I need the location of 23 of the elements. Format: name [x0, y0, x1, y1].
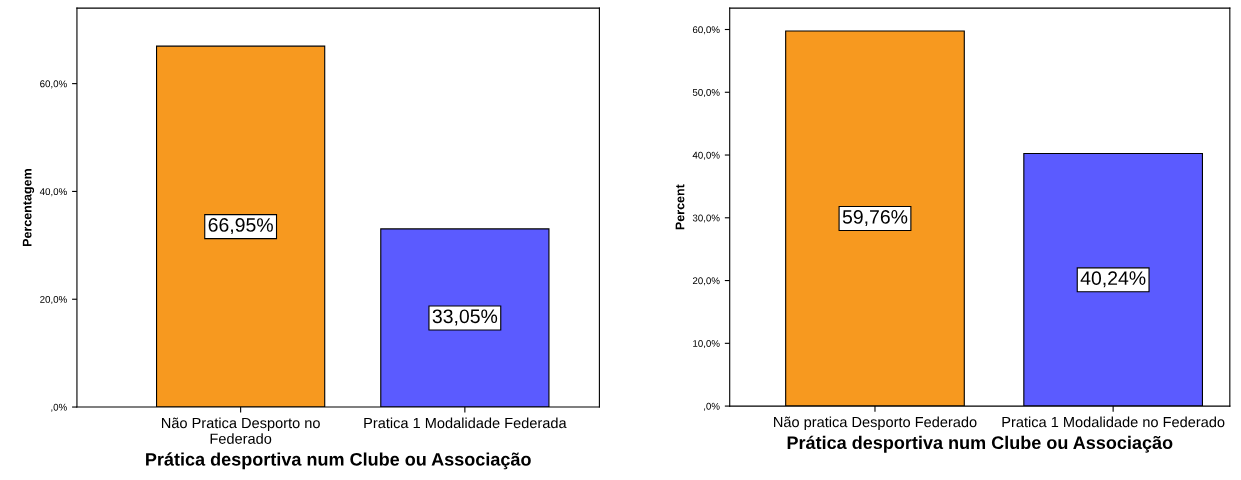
y-tick-label: 60,0%: [692, 26, 720, 35]
x-axis-title: Prática desportiva num Clube ou Associação: [146, 452, 531, 470]
y-axis-title: Percentagem: [22, 169, 35, 247]
x-tick-label: Não pratica Desporto Federado: [774, 416, 977, 431]
y-tick-label: ,0%: [51, 403, 67, 412]
y-tick-label: 40,0%: [39, 188, 67, 197]
x-tick-label: Pratica 1 Modalidade no Federado: [1002, 416, 1225, 428]
y-tick-label: 30,0%: [692, 214, 720, 223]
y-tick-label: ,0%: [704, 402, 720, 411]
y-tick-label: 20,0%: [692, 277, 720, 286]
data-label: 66,95%: [208, 218, 273, 235]
y-tick-label: 40,0%: [692, 151, 720, 160]
y-tick-label: 10,0%: [693, 340, 720, 349]
x-tick-label: Não Pratica Desporto no Federado: [161, 417, 320, 444]
data-label: 40,24%: [1080, 271, 1146, 288]
y-tick-label: 20,0%: [40, 295, 67, 304]
y-tick-label: 50,0%: [692, 89, 720, 98]
x-axis-title: Prática desportiva num Clube ou Associação: [787, 435, 1173, 453]
y-axis-title: Percent: [675, 184, 685, 230]
y-tick-label: 60,0%: [40, 80, 67, 89]
x-tick-label: Pratica 1 Modalidade Federada: [364, 417, 567, 429]
data-label: 59,76%: [842, 209, 908, 227]
data-label: 33,05%: [432, 309, 498, 326]
